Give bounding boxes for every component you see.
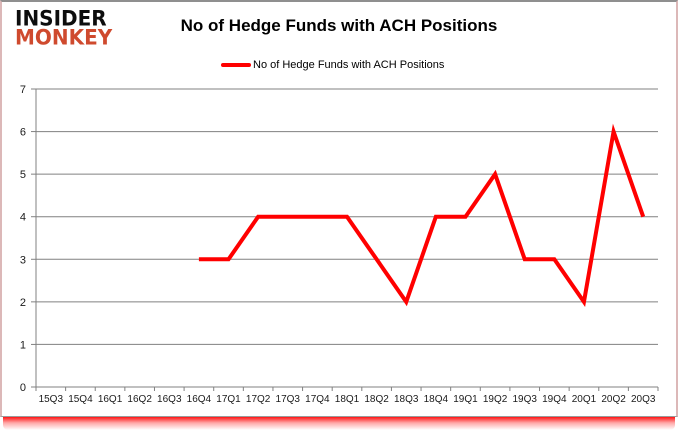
- red-bottom-glow: [3, 417, 675, 430]
- x-tick-label: 17Q4: [305, 394, 330, 405]
- y-tick-label: 4: [20, 212, 26, 224]
- y-tick-label: 7: [20, 84, 26, 96]
- x-tick-label: 16Q4: [187, 394, 212, 405]
- x-tick-label: 18Q2: [364, 394, 389, 405]
- y-tick-label: 2: [20, 297, 26, 309]
- x-tick-label: 16Q1: [98, 394, 123, 405]
- x-tick-label: 19Q2: [483, 394, 508, 405]
- insider-monkey-logo: INSIDER MONKEY: [15, 5, 113, 50]
- x-tick-label: 17Q2: [246, 394, 271, 405]
- line-chart: 0 1 2 3 4 5 6 7 15Q3 15Q4 16Q1 16Q2 16Q3 16Q4 17Q1 17Q2…: [20, 84, 659, 405]
- y-tick-label: 5: [20, 169, 26, 181]
- y-tick-label: 0: [20, 382, 26, 394]
- x-tick-label: 20Q3: [631, 394, 656, 405]
- legend: No of Hedge Funds with ACH Positions: [221, 59, 444, 71]
- x-tick-label: 19Q1: [453, 394, 478, 405]
- logo-line-monkey: MONKEY: [15, 23, 113, 50]
- x-tick-label: 17Q1: [216, 394, 241, 405]
- x-tick-label: 16Q2: [127, 394, 152, 405]
- x-tick-label: 18Q4: [424, 394, 449, 405]
- x-tick-label: 15Q4: [68, 394, 93, 405]
- logo-line-insider: INSIDER: [15, 5, 107, 31]
- x-tick-label: 15Q3: [39, 394, 64, 405]
- x-tick-label: 18Q1: [335, 394, 360, 405]
- y-tick-label: 3: [20, 254, 26, 266]
- x-tick-label: 20Q2: [601, 394, 626, 405]
- x-tick-label: 20Q1: [572, 394, 597, 405]
- x-tick-label: 19Q3: [512, 394, 537, 405]
- data-line: [198, 123, 646, 307]
- chart-card: INSIDER MONKEY No of Hedge Funds with AC…: [0, 0, 678, 417]
- x-tick-label: 16Q3: [157, 394, 182, 405]
- y-tick-label: 1: [20, 339, 26, 351]
- y-tick-label: 6: [20, 127, 26, 139]
- x-tick-label: 19Q4: [542, 394, 567, 405]
- chart-title: No of Hedge Funds with ACH Positions: [180, 16, 498, 35]
- x-tick-label: 17Q3: [276, 394, 301, 405]
- legend-label: No of Hedge Funds with ACH Positions: [253, 59, 445, 71]
- x-tick-label: 18Q3: [394, 394, 419, 405]
- legend-line-icon: [221, 63, 251, 67]
